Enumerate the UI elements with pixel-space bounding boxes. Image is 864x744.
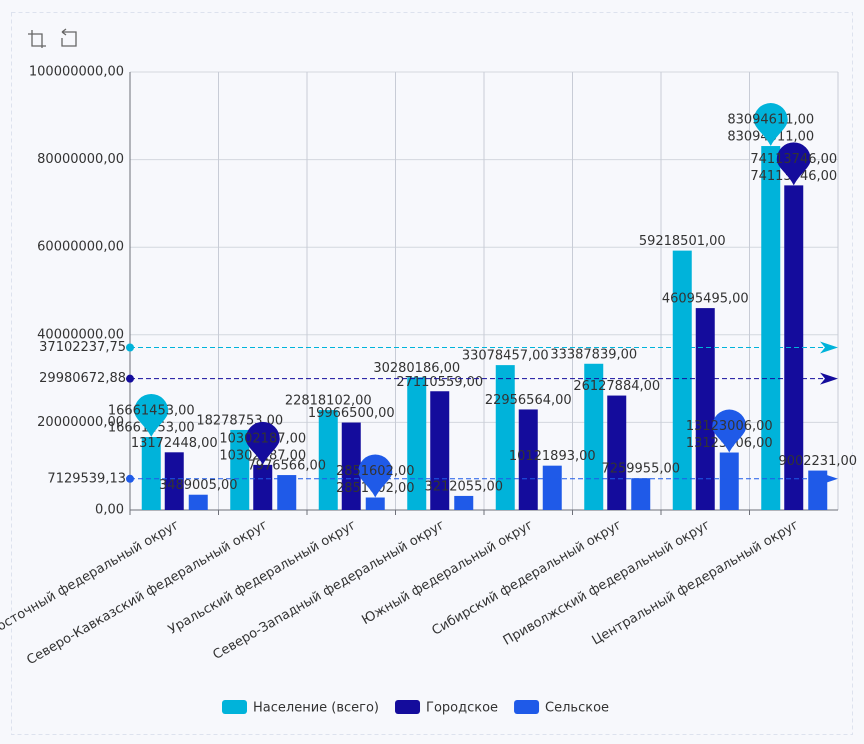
y-tick-label: 60000000,00 xyxy=(37,240,124,255)
bar xyxy=(164,452,184,510)
bar xyxy=(808,470,828,510)
average-arrow xyxy=(820,341,838,354)
mark-pin xyxy=(245,421,280,465)
toolbox-restore[interactable] xyxy=(61,28,77,47)
bar xyxy=(761,146,781,511)
bar xyxy=(672,250,692,510)
value-label: 27110559,00 xyxy=(396,375,483,390)
bar xyxy=(253,464,273,510)
value-label: 22956564,00 xyxy=(485,393,572,408)
legend-label: Городское xyxy=(426,701,498,716)
mark-pin xyxy=(776,142,811,186)
x-tick-label: Южный федеральный округ xyxy=(359,517,536,628)
bar xyxy=(495,365,515,510)
mark-pin-label: 10302187,00 xyxy=(219,431,306,446)
average-arrow xyxy=(820,472,838,485)
average-start xyxy=(126,343,134,352)
bar xyxy=(230,429,250,510)
average-label-bg xyxy=(38,338,126,357)
value-label: 9002231,00 xyxy=(778,454,857,469)
bar xyxy=(277,475,297,510)
value-label: 33078457,00 xyxy=(462,349,549,364)
legend-item[interactable]: Сельское xyxy=(514,700,609,716)
value-label: 7259955,00 xyxy=(601,462,680,477)
mark-pin-label: 2851602,00 xyxy=(336,464,415,479)
average-arrow xyxy=(820,372,838,385)
bar xyxy=(141,437,161,510)
bar xyxy=(784,185,804,511)
value-label: 19966500,00 xyxy=(308,406,395,421)
bar xyxy=(365,497,385,510)
legend-item[interactable]: Население (всего) xyxy=(222,700,379,716)
mark-pin xyxy=(134,394,169,438)
mark-pin-label: 13123006,00 xyxy=(686,419,773,434)
bar xyxy=(695,308,715,510)
value-label: 3489005,00 xyxy=(159,478,238,493)
mark-pin-label: 16661453,00 xyxy=(108,404,195,419)
legend-swatch xyxy=(514,700,540,714)
value-label: 59218501,00 xyxy=(639,234,726,249)
toolbox-zoom[interactable] xyxy=(28,30,46,48)
legend-swatch xyxy=(395,700,421,714)
legend-swatch xyxy=(222,700,247,714)
mark-pin xyxy=(358,454,393,498)
legend-item[interactable]: Городское xyxy=(395,700,498,716)
bar xyxy=(518,409,538,510)
average-label: 37102237,75 xyxy=(39,340,126,355)
y-tick-label: 0,00 xyxy=(95,503,124,518)
bar xyxy=(631,478,651,510)
frame xyxy=(11,12,853,735)
mark-pin-label: 83094611,00 xyxy=(727,113,814,128)
value-label: 26127884,00 xyxy=(573,379,660,394)
average-label-bg xyxy=(38,469,126,488)
average-label: 7129539,13 xyxy=(47,471,126,486)
value-label: 7976566,00 xyxy=(247,459,326,474)
value-label: 46095495,00 xyxy=(662,292,749,307)
average-start xyxy=(126,474,134,483)
average-start xyxy=(126,374,134,383)
y-tick-label: 20000000,00 xyxy=(37,415,124,430)
value-label: 3212055,00 xyxy=(424,479,503,494)
bar xyxy=(407,377,427,510)
bar xyxy=(454,495,474,510)
bar xyxy=(542,465,562,510)
legend-label: Население (всего) xyxy=(253,701,379,716)
bar xyxy=(430,391,450,510)
bar xyxy=(719,452,739,510)
bar xyxy=(341,422,361,510)
bar xyxy=(607,395,627,510)
average-label: 29980672,88 xyxy=(39,371,126,386)
bar xyxy=(318,410,338,510)
value-label: 22818102,00 xyxy=(285,394,372,409)
legend-label: Сельское xyxy=(545,701,609,716)
value-label: 13172448,00 xyxy=(131,436,218,451)
y-tick-label: 100000000,00 xyxy=(29,65,124,80)
mark-pin xyxy=(712,409,747,453)
bar xyxy=(584,363,604,510)
value-label: 33387839,00 xyxy=(550,347,637,362)
mark-pin xyxy=(753,103,788,147)
y-tick-label: 80000000,00 xyxy=(37,152,124,167)
bar xyxy=(188,494,208,510)
value-label: 10121893,00 xyxy=(509,449,596,464)
mark-pin-label: 74113746,00 xyxy=(750,152,837,167)
average-label-bg xyxy=(38,369,126,388)
value-label: 30280186,00 xyxy=(373,361,460,376)
